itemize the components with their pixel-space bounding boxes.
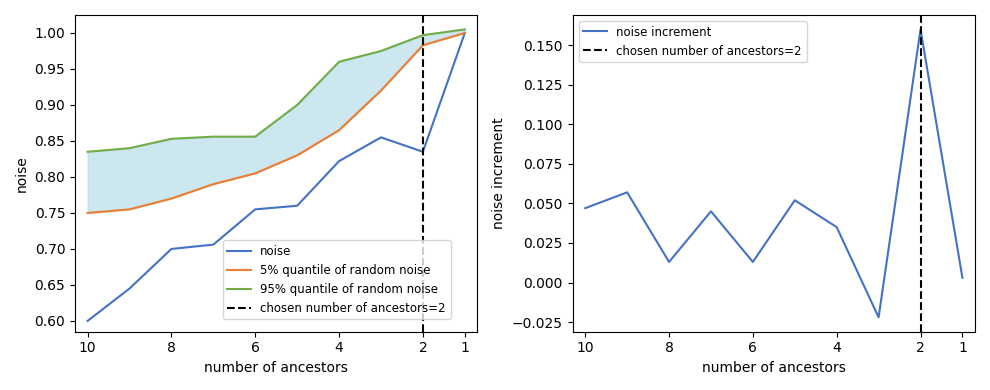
noise [124,286,136,291]
noise increment [915,27,927,32]
noise increment [831,225,842,229]
95% quantile of random noise [207,134,219,139]
Y-axis label: noise increment: noise increment [492,117,506,229]
noise increment [621,190,633,195]
noise [207,242,219,247]
Line: noise: noise [87,33,464,321]
X-axis label: number of ancestors: number of ancestors [702,361,845,375]
noise increment [746,260,758,264]
5% quantile of random noise [207,182,219,186]
5% quantile of random noise [249,171,261,176]
Y-axis label: noise: noise [15,155,29,192]
noise [375,135,387,140]
95% quantile of random noise [291,103,303,107]
95% quantile of random noise [417,33,429,37]
5% quantile of random noise [124,207,136,212]
Line: 5% quantile of random noise: 5% quantile of random noise [87,33,464,213]
95% quantile of random noise [333,59,345,64]
noise increment [663,260,675,264]
noise increment [872,315,884,320]
5% quantile of random noise [375,88,387,93]
noise [417,149,429,154]
noise increment [705,209,717,214]
noise [333,159,345,163]
95% quantile of random noise [81,149,93,154]
95% quantile of random noise [458,27,470,32]
Legend: noise increment, chosen number of ancestors=2: noise increment, chosen number of ancest… [578,21,807,62]
noise [458,31,470,35]
95% quantile of random noise [165,136,177,141]
5% quantile of random noise [81,211,93,215]
noise [165,246,177,251]
X-axis label: number of ancestors: number of ancestors [204,361,348,375]
Line: noise increment: noise increment [585,29,962,317]
noise [291,204,303,208]
5% quantile of random noise [417,43,429,48]
noise [249,207,261,212]
5% quantile of random noise [165,196,177,201]
5% quantile of random noise [458,31,470,35]
Legend: noise, 5% quantile of random noise, 95% quantile of random noise, chosen number : noise, 5% quantile of random noise, 95% … [223,240,450,319]
noise [81,319,93,323]
Line: 95% quantile of random noise: 95% quantile of random noise [87,29,464,152]
95% quantile of random noise [249,134,261,139]
95% quantile of random noise [124,146,136,151]
5% quantile of random noise [291,153,303,158]
noise increment [579,206,591,211]
noise increment [956,275,968,280]
noise increment [789,198,801,202]
5% quantile of random noise [333,128,345,133]
95% quantile of random noise [375,49,387,53]
